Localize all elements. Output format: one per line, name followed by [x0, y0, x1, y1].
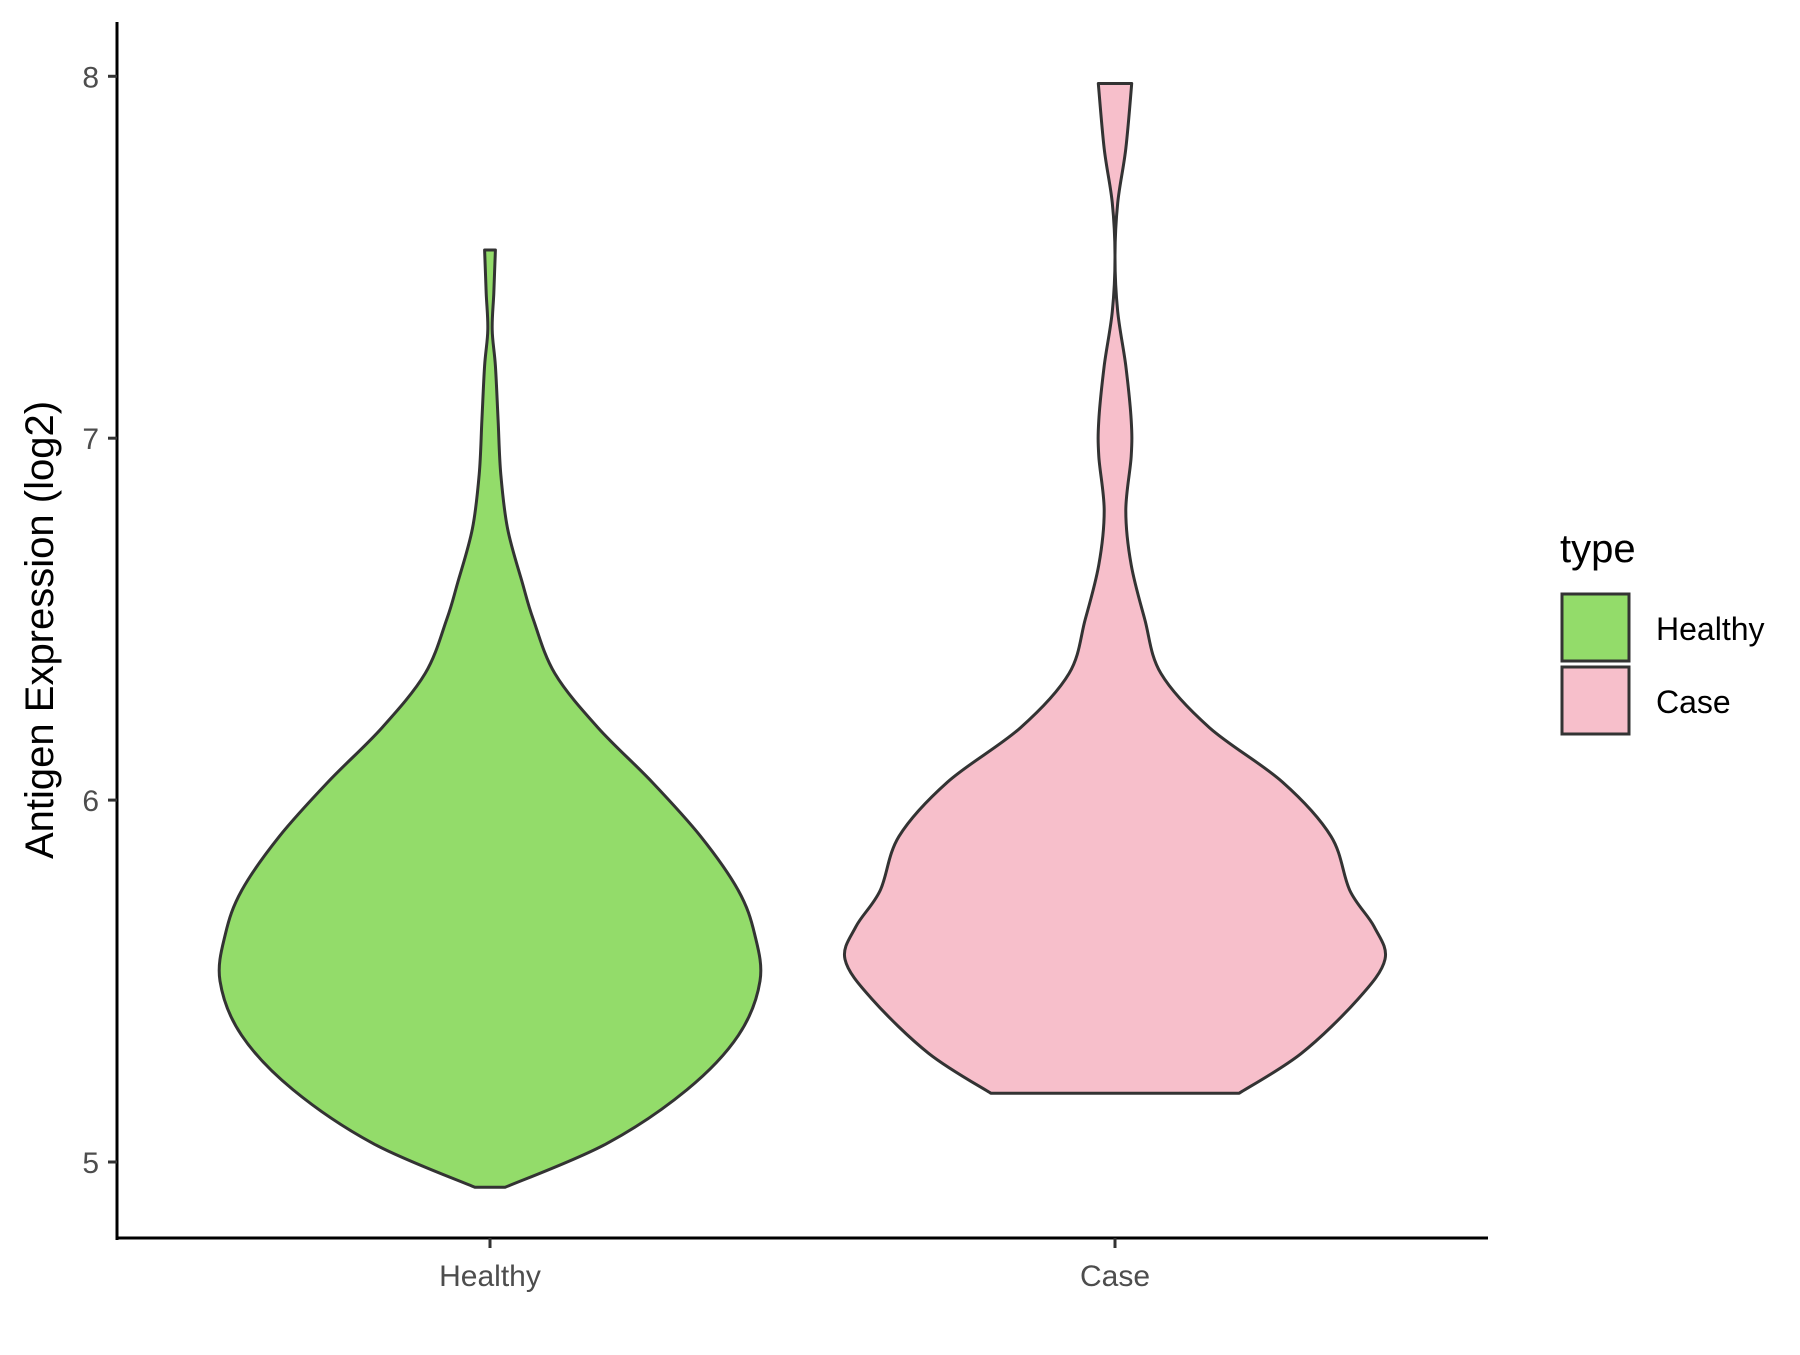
- x-tick-label-case: Case: [1080, 1260, 1150, 1293]
- legend: type Healthy Case: [1560, 527, 1765, 736]
- violin-case: [842, 82, 1388, 1095]
- y-tick-label-7: 7: [82, 423, 99, 456]
- legend-key-healthy: [1560, 592, 1631, 663]
- x-ticks-layer: Healthy Case: [439, 1238, 1150, 1293]
- legend-entry-case: Case: [1560, 665, 1731, 736]
- y-tick-label-6: 6: [82, 785, 99, 818]
- legend-label-healthy: Healthy: [1656, 611, 1765, 647]
- y-tick-label-5: 5: [82, 1147, 99, 1180]
- y-ticks-layer: 5 6 7 8: [82, 61, 117, 1180]
- y-tick-label-8: 8: [82, 61, 99, 94]
- y-axis-title: Antigen Expression (log2): [18, 401, 62, 859]
- legend-entry-healthy: Healthy: [1560, 592, 1765, 663]
- legend-label-case: Case: [1656, 684, 1731, 720]
- violins-layer: [217, 82, 1388, 1189]
- violin-healthy: [217, 248, 763, 1189]
- legend-title: type: [1560, 527, 1636, 571]
- axes-layer: [115, 22, 1488, 1240]
- legend-key-case: [1560, 665, 1631, 736]
- x-tick-label-healthy: Healthy: [439, 1260, 541, 1293]
